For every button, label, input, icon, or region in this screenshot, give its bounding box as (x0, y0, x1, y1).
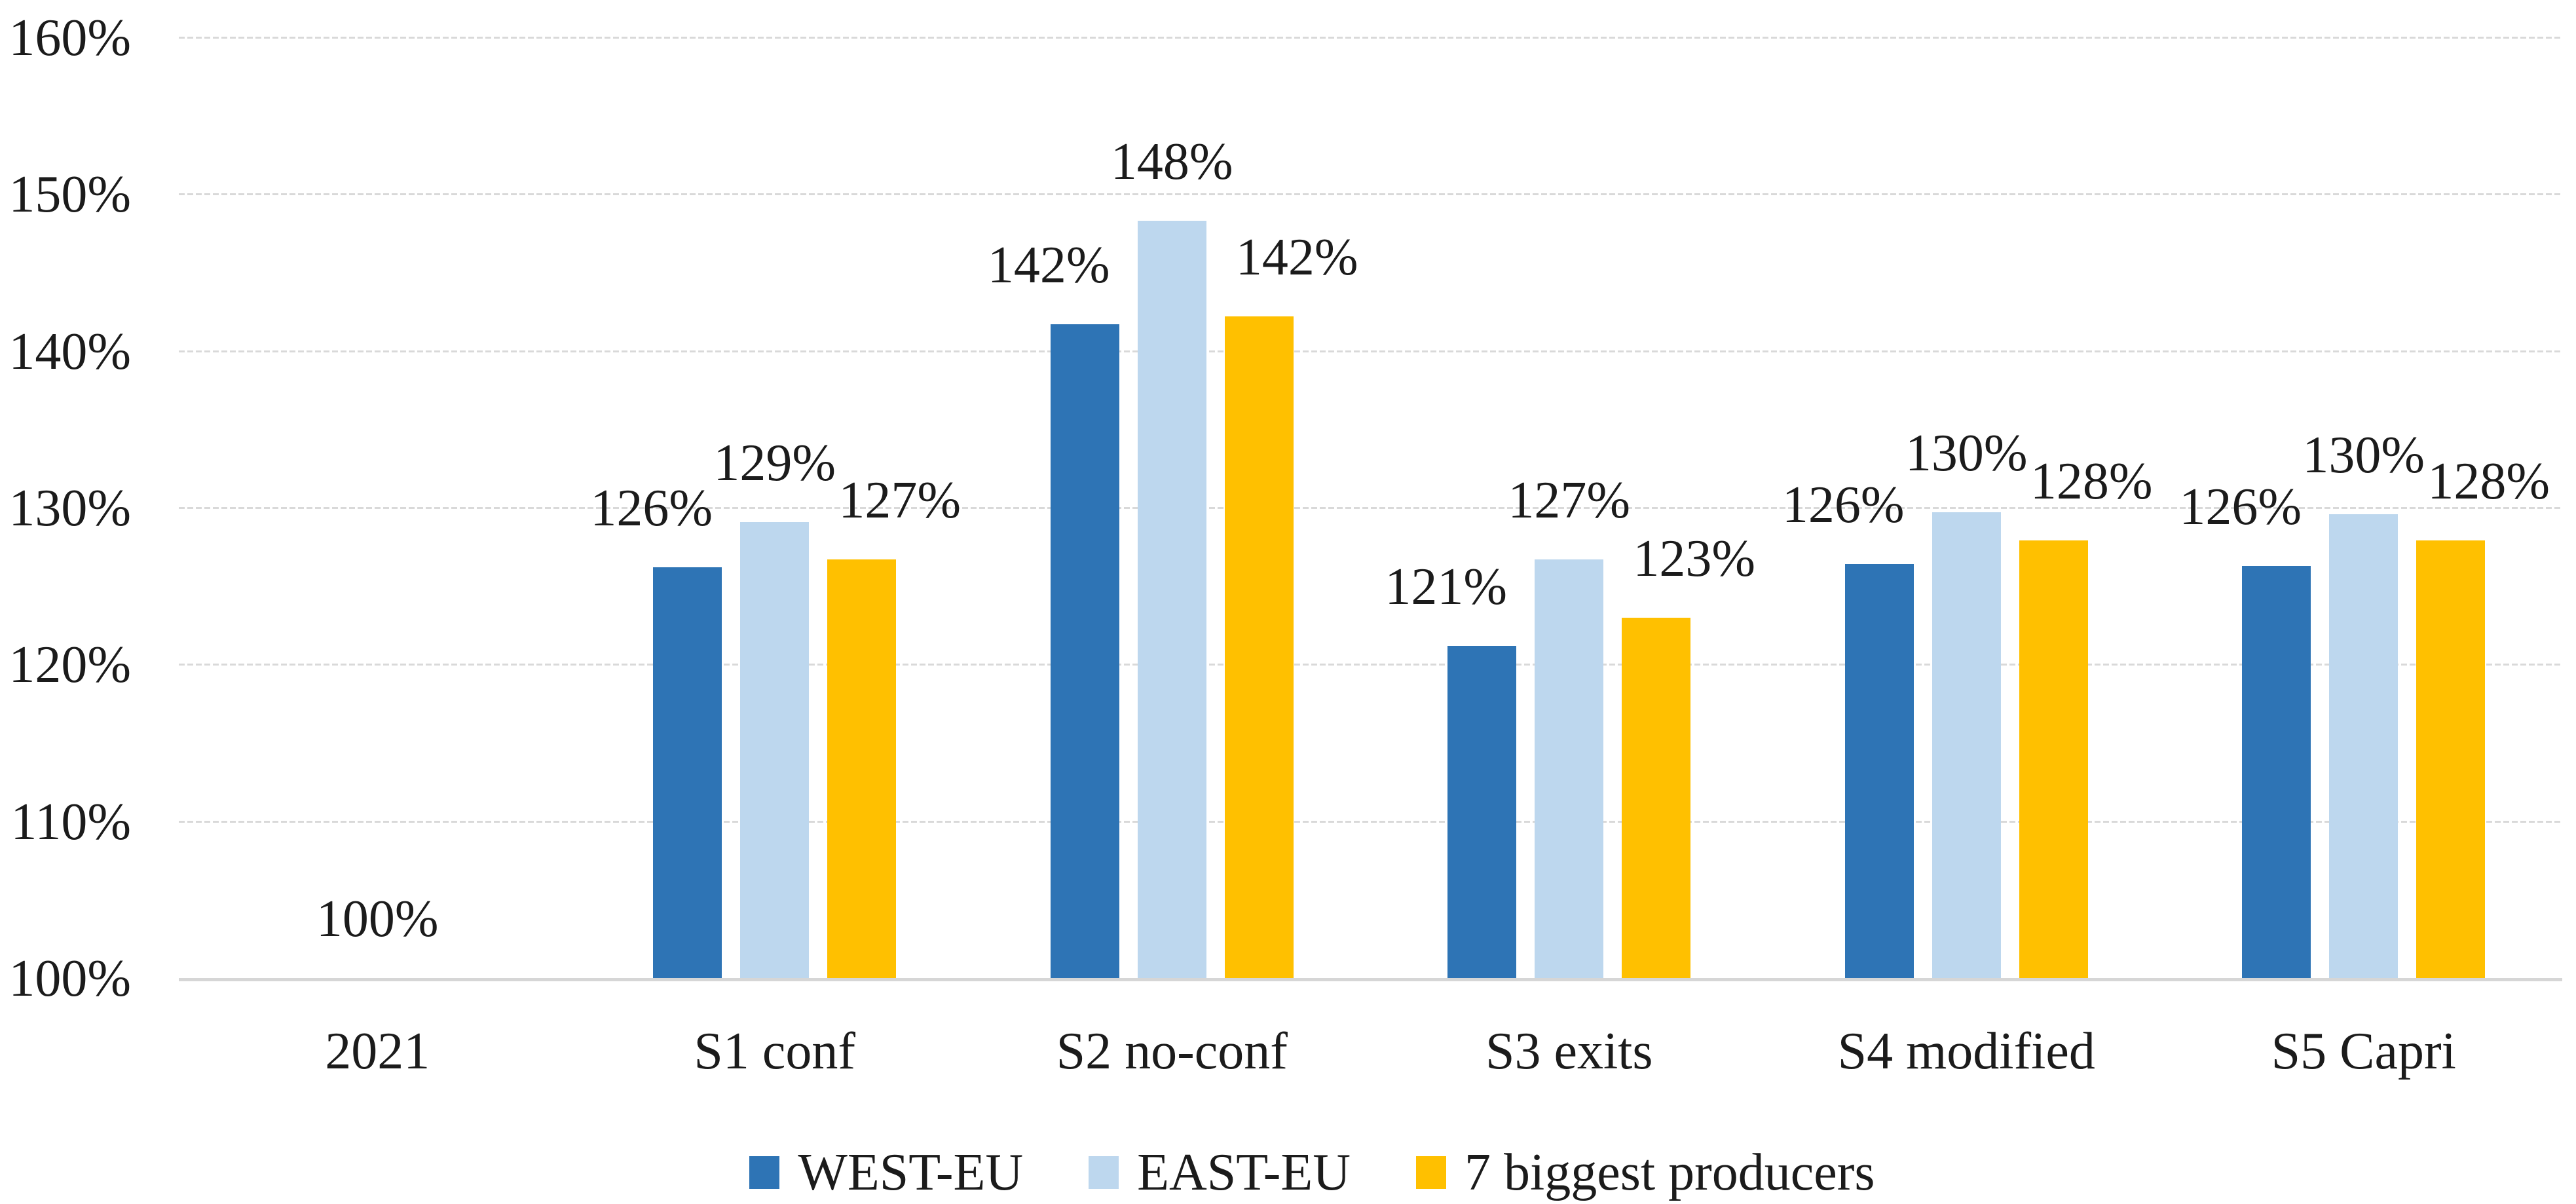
bar-value-label: 123% (1633, 529, 1756, 588)
bar-value-label: 129% (713, 434, 836, 492)
bar-value-label: 128% (2427, 453, 2550, 511)
bar (1447, 645, 1517, 978)
bar-value-label: 126% (590, 479, 713, 537)
y-tick-label: 130% (9, 480, 131, 537)
bar (2329, 514, 2399, 978)
legend: WEST-EU EAST-EU 7 biggest producers (24, 1141, 2576, 1204)
legend-swatch-icon (1416, 1156, 1447, 1189)
legend-label: WEST-EU (798, 1144, 1024, 1201)
legend-item: WEST-EU (749, 1146, 1023, 1199)
bar (1622, 617, 1691, 978)
legend-label: EAST-EU (1137, 1144, 1351, 1201)
y-tick-label: 110% (10, 793, 131, 851)
x-tick-label: S2 no-conf (1056, 1023, 1288, 1080)
bar (2019, 540, 2088, 978)
y-tick-label: 150% (9, 166, 131, 224)
bar-value-label: 142% (1235, 229, 1358, 286)
x-axis-line (179, 978, 2562, 981)
bar-value-label: 130% (1905, 424, 2028, 483)
bar-value-label: 100% (316, 890, 439, 948)
legend-item: EAST-EU (1089, 1146, 1351, 1199)
x-tick-label: S3 exits (1485, 1023, 1653, 1080)
bar-value-label: 127% (1508, 471, 1631, 529)
x-tick-label: S1 conf (694, 1023, 856, 1080)
gridline (179, 507, 2562, 509)
bar (2242, 565, 2311, 978)
gridline (179, 350, 2562, 352)
bar (1137, 221, 1206, 978)
bar (1844, 564, 1914, 978)
gridline (179, 37, 2562, 39)
y-tick-label: 120% (9, 636, 131, 694)
gridline (179, 664, 2562, 666)
legend-item: 7 biggest producers (1416, 1146, 1875, 1199)
legend-label: 7 biggest producers (1465, 1144, 1875, 1201)
bar-value-label: 127% (838, 471, 961, 529)
bar-value-label: 121% (1385, 557, 1508, 616)
bar-value-label: 148% (1110, 133, 1233, 191)
x-tick-label: 2021 (325, 1023, 430, 1080)
bar (653, 567, 722, 978)
bar (1535, 559, 1604, 978)
bar (1932, 512, 2001, 978)
bar-value-label: 126% (1782, 476, 1905, 535)
gridline (179, 193, 2562, 196)
bar-value-label: 128% (2030, 453, 2153, 511)
bar (1224, 316, 1294, 978)
y-tick-label: 100% (9, 950, 131, 1007)
bar-value-label: 130% (2302, 426, 2425, 484)
bar-value-label: 126% (2179, 478, 2302, 536)
bar-value-label: 142% (987, 236, 1110, 294)
bar (740, 521, 810, 978)
y-tick-label: 160% (9, 9, 131, 67)
gridline (179, 820, 2562, 823)
x-tick-label: S5 Capri (2271, 1023, 2456, 1080)
legend-swatch-icon (749, 1156, 780, 1189)
bar (1050, 324, 1119, 978)
y-tick-label: 140% (9, 322, 131, 381)
x-tick-label: S4 modified (1837, 1023, 2095, 1080)
legend-swatch-icon (1089, 1156, 1119, 1189)
bar (2416, 540, 2486, 978)
bar (827, 559, 897, 978)
